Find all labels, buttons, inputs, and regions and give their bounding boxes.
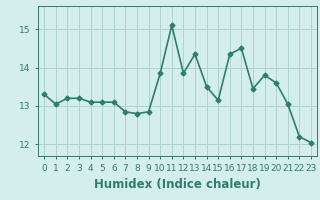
X-axis label: Humidex (Indice chaleur): Humidex (Indice chaleur) — [94, 178, 261, 191]
